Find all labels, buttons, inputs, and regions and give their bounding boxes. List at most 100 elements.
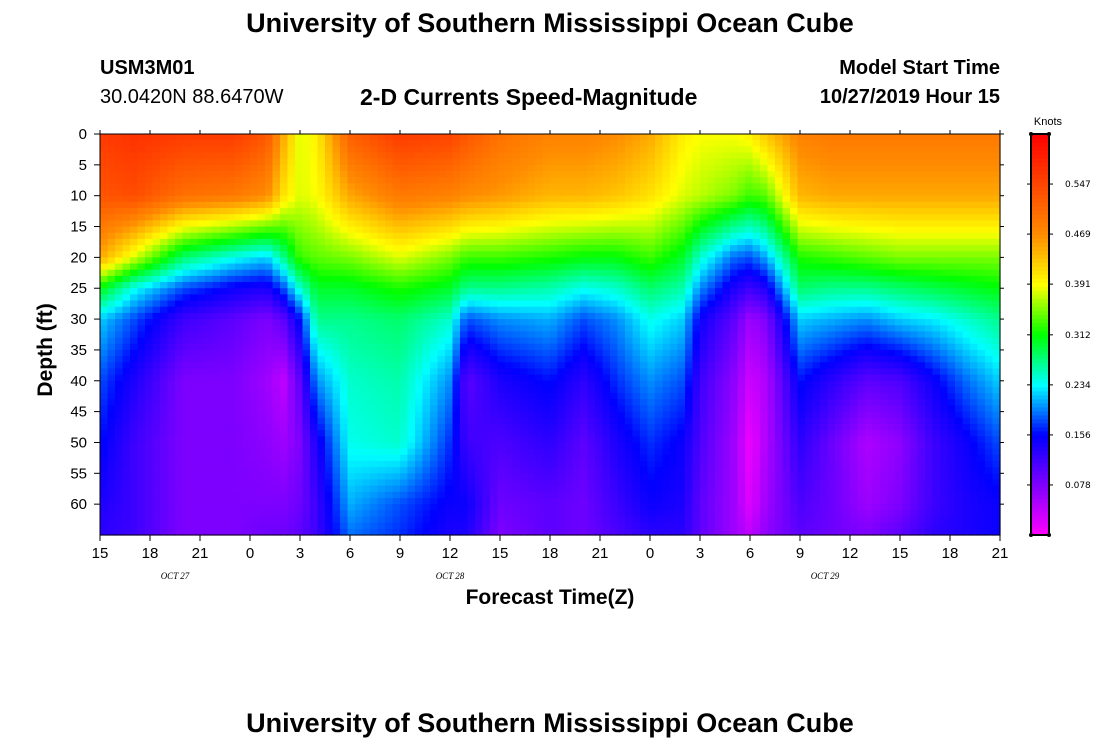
heatmap-cell	[527, 140, 536, 147]
heatmap-cell	[190, 208, 199, 215]
heatmap-cell	[640, 288, 649, 295]
heatmap-cell	[662, 146, 671, 154]
heatmap-cell	[400, 325, 409, 333]
heatmap-cell	[422, 201, 431, 209]
heatmap-cell	[265, 140, 274, 147]
heatmap-cell	[565, 417, 574, 425]
heatmap-cell	[572, 473, 581, 481]
heatmap-cell	[130, 467, 139, 474]
heatmap-cell	[655, 399, 664, 407]
heatmap-cell	[557, 337, 566, 345]
heatmap-cell	[572, 528, 581, 536]
heatmap-cell	[175, 467, 184, 474]
heatmap-cell	[617, 152, 626, 160]
heatmap-cell	[130, 257, 139, 265]
heatmap-cell	[430, 238, 439, 246]
heatmap-cell	[475, 232, 484, 240]
heatmap-cell	[152, 140, 161, 147]
heatmap-cell	[227, 201, 236, 209]
heatmap-cell	[632, 171, 641, 178]
heatmap-cell	[580, 208, 589, 215]
heatmap-cell	[197, 473, 206, 481]
heatmap-cell	[512, 510, 521, 518]
heatmap-cell	[302, 189, 311, 197]
heatmap-cell	[655, 411, 664, 419]
heatmap-cell	[602, 312, 611, 320]
heatmap-cell	[107, 171, 116, 178]
heatmap-cell	[527, 436, 536, 444]
heatmap-cell	[137, 393, 146, 400]
heatmap-cell	[265, 177, 274, 184]
heatmap-cell	[385, 140, 394, 147]
heatmap-cell	[430, 393, 439, 400]
heatmap-cell	[415, 325, 424, 333]
heatmap-cell	[572, 423, 581, 431]
heatmap-cell	[587, 195, 596, 203]
heatmap-cell	[227, 152, 236, 160]
heatmap-cell	[640, 257, 649, 265]
heatmap-cell	[497, 423, 506, 431]
heatmap-cell	[280, 497, 289, 505]
heatmap-cell	[370, 245, 379, 252]
heatmap-cell	[175, 368, 184, 376]
heatmap-cell	[670, 275, 679, 283]
heatmap-cell	[242, 232, 251, 240]
heatmap-cell	[190, 232, 199, 240]
heatmap-cell	[152, 380, 161, 388]
heatmap-cell	[205, 263, 214, 271]
heatmap-cell	[452, 294, 461, 302]
heatmap-cell	[220, 177, 229, 184]
heatmap-cell	[467, 467, 476, 474]
heatmap-cell	[527, 134, 536, 141]
heatmap-cell	[362, 380, 371, 388]
heatmap-cell	[565, 473, 574, 481]
heatmap-cell	[662, 263, 671, 271]
heatmap-cell	[295, 362, 304, 370]
heatmap-cell	[610, 245, 619, 252]
heatmap-cell	[190, 288, 199, 295]
heatmap-cell	[452, 171, 461, 178]
heatmap-cell	[212, 510, 221, 518]
heatmap-cell	[205, 257, 214, 265]
heatmap-cell	[370, 393, 379, 400]
heatmap-cell	[100, 306, 109, 314]
heatmap-cell	[197, 263, 206, 271]
heatmap-cell	[647, 343, 656, 351]
heatmap-cell	[197, 485, 206, 493]
heatmap-cell	[482, 349, 491, 357]
heatmap-cell	[220, 214, 229, 221]
heatmap-cell	[572, 195, 581, 203]
heatmap-cell	[370, 238, 379, 246]
heatmap-cell	[490, 183, 499, 191]
heatmap-cell	[445, 257, 454, 265]
heatmap-cell	[167, 497, 176, 505]
heatmap-cell	[400, 473, 409, 481]
heatmap-cell	[580, 522, 589, 530]
heatmap-cell	[400, 134, 409, 141]
heatmap-cell	[257, 306, 266, 314]
heatmap-cell	[332, 491, 341, 499]
heatmap-cell	[617, 473, 626, 481]
heatmap-cell	[587, 349, 596, 357]
heatmap-cell	[115, 134, 124, 141]
heatmap-cell	[467, 294, 476, 302]
heatmap-cell	[415, 214, 424, 221]
heatmap-cell	[370, 269, 379, 277]
heatmap-cell	[377, 134, 386, 141]
heatmap-cell	[445, 208, 454, 215]
heatmap-cell	[625, 263, 634, 271]
heatmap-cell	[317, 158, 326, 166]
heatmap-cell	[250, 454, 259, 462]
heatmap-cell	[587, 436, 596, 444]
heatmap-cell	[497, 282, 506, 289]
heatmap-cell	[437, 442, 446, 450]
heatmap-cell	[617, 337, 626, 345]
heatmap-cell	[197, 164, 206, 172]
heatmap-cell	[632, 140, 641, 147]
heatmap-cell	[670, 282, 679, 289]
heatmap-cell	[205, 319, 214, 326]
heatmap-cell	[557, 343, 566, 351]
heatmap-cell	[550, 485, 559, 493]
heatmap-cell	[167, 245, 176, 252]
heatmap-cell	[190, 300, 199, 308]
